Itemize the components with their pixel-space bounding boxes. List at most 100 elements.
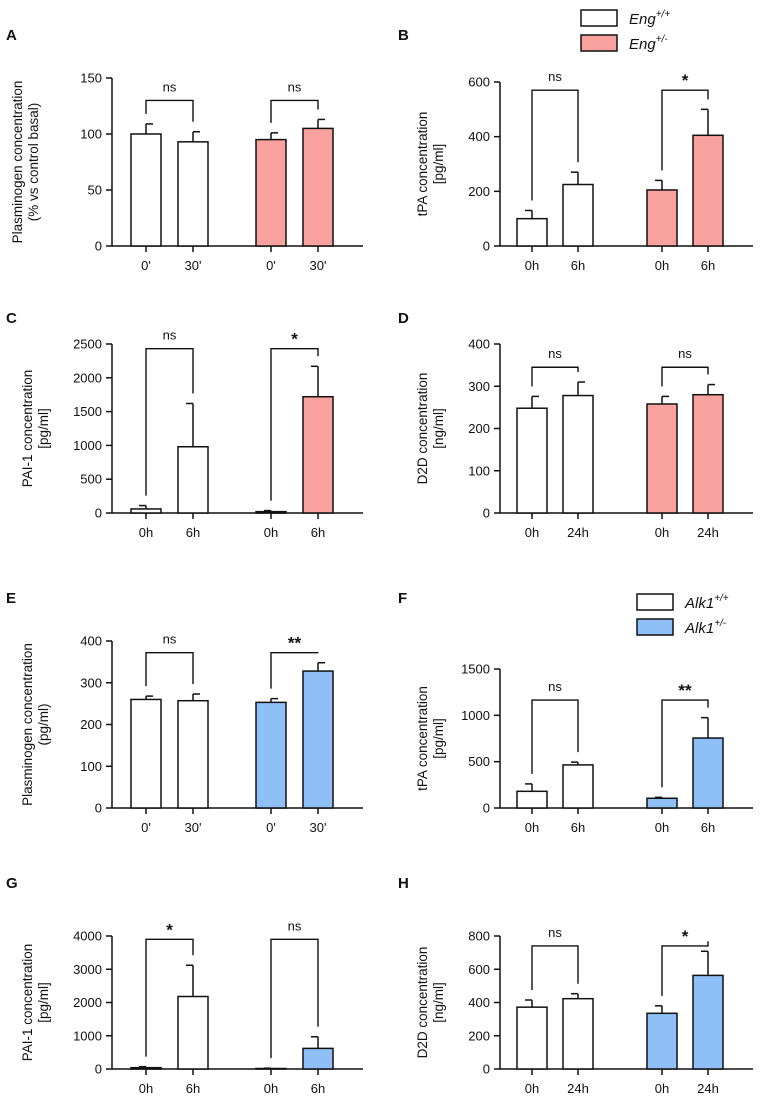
y-tick-label: 0 (483, 1062, 490, 1077)
y-axis-label: PAI-1 concentration[pg/ml] (20, 370, 51, 488)
significance-label: ns (288, 918, 302, 933)
panel-a: A Plasminogen concentration(% vs control … (6, 27, 363, 273)
y-tick-label: 200 (468, 421, 490, 436)
bar (255, 510, 287, 514)
y-tick-label: 400 (80, 634, 102, 649)
significance-bracket (145, 938, 194, 1057)
significance-label: ns (548, 925, 562, 940)
panel-c: C PAI-1 concentration[pg/ml] 0 500 1000 1500 2… (6, 310, 363, 540)
x-tick-label: 6h (571, 258, 585, 273)
legend-label: Alk1+/+ (684, 593, 729, 612)
x-tick-label: 6h (701, 258, 715, 273)
y-tick-label: 1000 (461, 708, 490, 723)
y-axis-label-line: tPA concentration (415, 112, 430, 217)
significance-label: ns (678, 346, 692, 361)
x-tick-label: 6h (186, 525, 200, 540)
x-tick-label: 0' (141, 820, 151, 835)
y-axis-label: tPA concentration[pg/ml] (415, 686, 446, 791)
y-axis-label-line: (% vs control basal) (26, 103, 41, 222)
bar (130, 1066, 162, 1070)
bar (562, 997, 594, 1070)
panel-letter-e: E (6, 590, 16, 607)
y-axis-label-line: [pg/ml] (36, 982, 51, 1023)
x-tick-label: 0h (525, 820, 539, 835)
panel-letter-b: B (398, 27, 409, 44)
significance-bracket (270, 651, 319, 689)
x-tick-label: 30' (310, 258, 327, 273)
significance-label: ns (548, 69, 562, 84)
bar (562, 394, 594, 514)
panel-h: H D2D concentration[ng/ml] 0 200 400 600 800 0h… (398, 875, 753, 1096)
panel-d: D D2D concentration[ng/ml] 0 100 200 300 400 0h… (398, 310, 753, 540)
significance-bracket (531, 89, 579, 201)
y-tick-label: 500 (468, 754, 490, 769)
x-tick-label: 30' (185, 820, 202, 835)
significance-label: ** (288, 634, 302, 653)
y-tick-label: 600 (468, 75, 490, 90)
y-tick-label: 1500 (73, 404, 102, 419)
y-tick-label: 0 (95, 801, 102, 816)
significance-label: * (682, 71, 689, 90)
y-tick-label: 600 (468, 962, 490, 977)
x-tick-label: 24h (567, 1081, 589, 1096)
y-tick-label: 400 (468, 337, 490, 352)
significance-label: ns (163, 328, 177, 343)
y-axis-label-line: tPA concentration (415, 686, 430, 791)
panel-letter-f: F (398, 590, 407, 607)
y-tick-label: 2000 (73, 370, 102, 385)
y-tick-label: 0 (95, 506, 102, 521)
panel-letter-a: A (6, 27, 17, 44)
legend-swatch (636, 593, 674, 611)
y-tick-label: 0 (483, 506, 490, 521)
x-tick-label: 0h (655, 525, 669, 540)
significance-label: ns (548, 679, 562, 694)
legend-alk: Alk1+/+Alk1+/- (636, 593, 729, 637)
x-tick-label: 0' (141, 258, 151, 273)
significance-bracket (270, 938, 319, 1059)
legend-label-base: Eng (629, 36, 656, 53)
legend-eng: Eng+/+Eng+/- (580, 9, 670, 53)
legend-label-base: Alk1 (684, 620, 714, 637)
significance-bracket (661, 941, 709, 996)
y-tick-label: 0 (483, 801, 490, 816)
y-axis-label-line: (pg/ml) (36, 703, 51, 745)
legend-label: Alk1+/- (684, 618, 727, 637)
y-axis-label: D2D concentration[ng/ml] (415, 373, 446, 485)
y-tick-label: 4000 (73, 929, 102, 944)
panel-letter-d: D (398, 310, 409, 327)
panel-g: G PAI-1 concentration[pg/ml] 0 1000 2000 3000… (6, 875, 363, 1096)
y-axis-label-line: PAI-1 concentration (20, 944, 35, 1062)
bar (130, 133, 162, 247)
y-axis-label: tPA concentration[pg/ml] (415, 112, 446, 217)
y-tick-label: 100 (80, 127, 102, 142)
bar (646, 403, 678, 514)
legend-label-base: Eng (629, 11, 656, 28)
significance-bracket (145, 348, 194, 496)
y-tick-label: 300 (468, 379, 490, 394)
bar (130, 698, 162, 809)
bar (692, 393, 724, 514)
y-tick-label: 2000 (73, 995, 102, 1010)
bar (692, 974, 724, 1070)
x-tick-label: 6h (701, 820, 715, 835)
y-tick-label: 150 (80, 71, 102, 86)
significance-label: ns (163, 79, 177, 94)
x-tick-label: 0h (139, 1081, 153, 1096)
bar (692, 737, 724, 809)
legend-label-superscript: +/+ (714, 593, 729, 604)
legend-swatch (580, 9, 618, 27)
y-tick-label: 200 (468, 184, 490, 199)
x-tick-label: 0h (525, 1081, 539, 1096)
significance-label: ns (163, 632, 177, 647)
significance-bracket (270, 348, 319, 501)
bar (562, 183, 594, 247)
legend-label: Eng+/+ (629, 9, 670, 28)
x-tick-label: 0h (525, 258, 539, 273)
bar (302, 670, 334, 809)
y-tick-label: 500 (80, 472, 102, 487)
legend-swatch (636, 618, 674, 636)
x-tick-label: 6h (311, 525, 325, 540)
x-tick-label: 24h (697, 1081, 719, 1096)
